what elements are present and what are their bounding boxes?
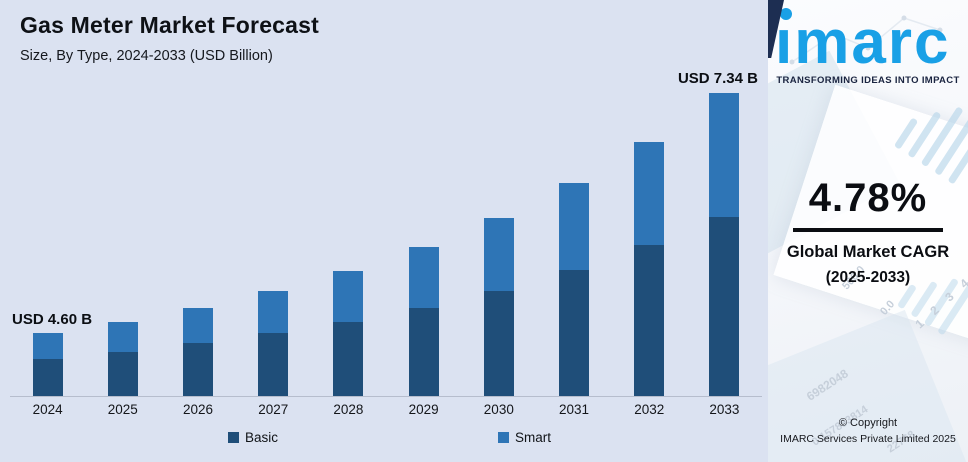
bar-stack-2032 — [612, 87, 687, 397]
bar-stack-2029 — [386, 87, 461, 397]
x-axis-label-2032: 2032 — [634, 402, 665, 417]
x-axis-label-2025: 2025 — [107, 402, 138, 417]
x-axis-label-2031: 2031 — [559, 402, 590, 417]
decor-watermark-number: 0.0 — [878, 298, 898, 318]
bar-segment-smart-2026 — [183, 308, 213, 343]
bar-group-2028: 2028 — [311, 87, 386, 417]
bar-stack-2028 — [311, 87, 386, 397]
logo-dot-icon — [780, 8, 792, 20]
x-axis-line — [10, 396, 762, 397]
x-axis-label-2033: 2033 — [709, 402, 740, 417]
x-axis-label-2030: 2030 — [483, 402, 514, 417]
bar-segment-smart-2031 — [559, 183, 590, 270]
legend-swatch-basic — [228, 432, 239, 443]
x-axis-label-2029: 2029 — [408, 402, 439, 417]
legend-item-basic: Basic — [228, 430, 278, 445]
cagr-divider — [793, 228, 943, 232]
bar-segment-basic-2024 — [32, 359, 63, 397]
bar-segment-smart-2030 — [483, 218, 514, 291]
legend-label-smart: Smart — [515, 430, 552, 445]
bar-segment-smart-2032 — [634, 142, 665, 245]
value-label-2024: USD 4.60 B — [12, 311, 93, 328]
bar-group-2030: 2030 — [461, 87, 536, 417]
bar-group-2024: 2024 — [10, 87, 85, 417]
cagr-callout: 4.78% Global Market CAGR (2025-2033) — [768, 176, 968, 287]
bar-stack-2026 — [160, 87, 235, 397]
copyright-company-line: IMARC Services Private Limited 2025 — [780, 433, 956, 445]
bar-group-2032: 2032 — [612, 87, 687, 417]
legend-swatch-smart — [498, 432, 509, 443]
decor-watermark-number: 6982048 — [803, 366, 851, 404]
brand-panel: 500.0 0.0 1 2 3 4 6982048 0.157853814 22… — [768, 0, 968, 462]
bar-segment-smart-2025 — [107, 322, 138, 352]
x-axis-label-2026: 2026 — [182, 402, 214, 417]
bar-stack-2031 — [536, 87, 611, 397]
cagr-label: Global Market CAGR — [786, 243, 950, 261]
bar-segment-basic-2032 — [634, 245, 665, 397]
bar-segment-smart-2028 — [333, 271, 364, 322]
cagr-period: (2025-2033) — [825, 269, 911, 286]
bar-segment-basic-2028 — [333, 322, 364, 397]
x-axis-label-2027: 2027 — [258, 402, 289, 417]
bar-segment-basic-2030 — [483, 291, 514, 397]
page-subtitle: Size, By Type, 2024-2033 (USD Billion) — [20, 48, 273, 64]
logo-tagline: TRANSFORMING IDEAS INTO IMPACT — [776, 75, 960, 86]
bar-segment-basic-2033 — [709, 217, 740, 397]
cagr-value: 4.78% — [808, 176, 928, 220]
chart-panel: Gas Meter Market Forecast Size, By Type,… — [0, 0, 768, 462]
bar-segment-smart-2033 — [709, 93, 740, 217]
plot-area: 2024 2025 2026 2027 2028 2029 2030 2031 2032 2033 — [10, 87, 762, 417]
bar-stack-2025 — [85, 87, 160, 397]
bar-group-2025: 2025 — [85, 87, 160, 417]
decor-mini-bar-chart — [893, 75, 968, 185]
bar-stack-2027 — [236, 87, 311, 397]
x-axis-label-2024: 2024 — [32, 402, 63, 417]
bar-group-2026: 2026 — [160, 87, 235, 417]
legend-label-basic: Basic — [245, 430, 279, 445]
bar-stack-2030 — [461, 87, 536, 397]
value-label-2033: USD 7.34 B — [677, 70, 758, 87]
x-axis-label-2028: 2028 — [333, 402, 364, 417]
legend: Basic Smart — [0, 430, 768, 452]
bar-stack-2033 — [687, 87, 762, 397]
bar-stack-2024 — [10, 87, 85, 397]
bar-group-2029: 2029 — [386, 87, 461, 417]
bar-segment-basic-2031 — [559, 270, 590, 397]
copyright: © Copyright IMARC Services Private Limit… — [768, 417, 968, 445]
legend-item-smart: Smart — [498, 430, 551, 445]
bar-segment-smart-2024 — [32, 333, 63, 359]
copyright-symbol-line: © Copyright — [838, 417, 898, 429]
bar-segment-basic-2027 — [258, 333, 289, 397]
bar-segment-basic-2026 — [183, 343, 213, 397]
bar-segment-basic-2029 — [408, 308, 439, 397]
bar-segment-smart-2027 — [258, 291, 289, 333]
bar-group-2031: 2031 — [536, 87, 611, 417]
bar-segment-smart-2029 — [408, 247, 439, 308]
bar-group-2033: 2033 — [687, 87, 762, 417]
page-title: Gas Meter Market Forecast — [20, 12, 320, 38]
bar-segment-basic-2025 — [107, 352, 138, 397]
bar-group-2027: 2027 — [236, 87, 311, 417]
logo-wordmark: ımarc — [775, 8, 951, 77]
